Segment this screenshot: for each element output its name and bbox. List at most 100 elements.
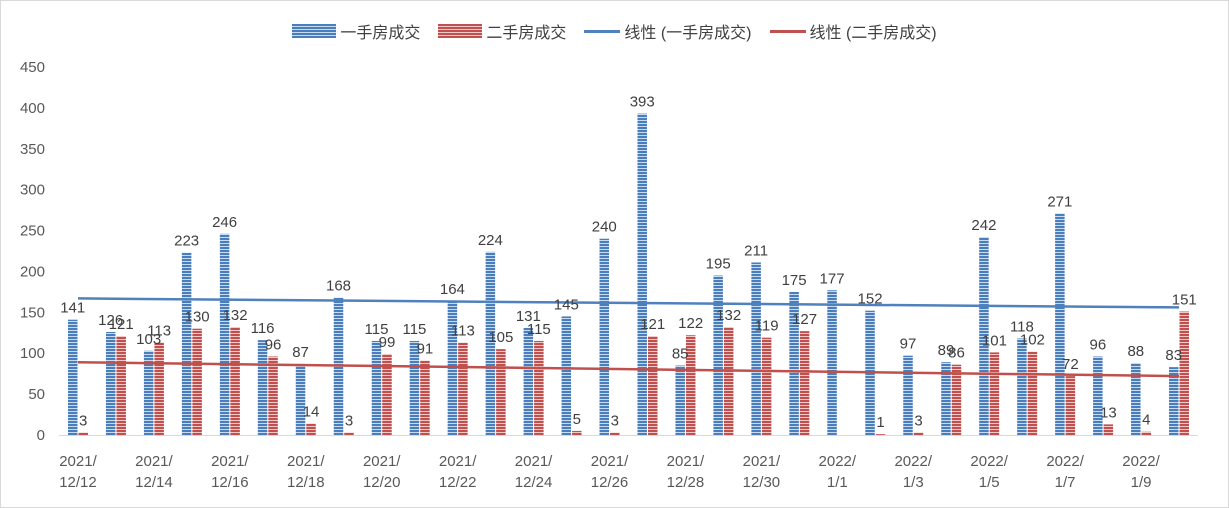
data-label-series-2: 13	[1100, 404, 1117, 421]
bar-series-2	[1103, 424, 1114, 435]
y-tick-label: 400	[20, 100, 45, 117]
x-tick-label: 12/20	[363, 474, 401, 491]
bar-series-1	[789, 291, 799, 435]
bar-series-1	[371, 340, 382, 435]
legend-swatch-series-1	[292, 24, 337, 38]
data-label-series-1: 115	[365, 321, 389, 338]
bar-series-1	[485, 251, 496, 435]
bar-series-1	[409, 340, 420, 435]
data-label-series-1: 145	[554, 296, 579, 313]
bar-series-2	[458, 342, 468, 435]
data-label-series-1: 175	[782, 272, 807, 289]
y-tick-label: 50	[28, 386, 45, 403]
data-label-series-2: 1	[876, 414, 884, 431]
data-label-series-1: 103	[136, 331, 161, 348]
data-label-series-2: 105	[488, 329, 513, 346]
data-label-series-1: 96	[1089, 336, 1106, 353]
data-label-series-1: 168	[326, 278, 351, 295]
trendline-2	[77, 360, 1180, 378]
bar-series-1	[561, 316, 572, 435]
bar-series-1	[295, 363, 306, 435]
bar-series-2	[78, 432, 88, 435]
bar-series-1	[181, 252, 192, 435]
data-label-series-1: 115	[402, 321, 426, 338]
data-label-series-2: 119	[755, 318, 779, 335]
x-tick-label: 2021/	[363, 453, 401, 470]
bar-series-1	[219, 233, 230, 435]
x-tick-label: 2021/	[287, 453, 325, 470]
legend-label-series-2: 二手房成交	[486, 25, 567, 42]
legend-item-trend-1: 线性 (一手房成交)	[584, 19, 752, 43]
bar-series-2	[875, 434, 886, 435]
data-label-series-1: 223	[174, 233, 199, 250]
data-label-series-1: 177	[820, 270, 845, 287]
bar-series-2	[723, 327, 734, 435]
y-tick-label: 0	[37, 427, 45, 444]
data-label-series-2: 3	[611, 413, 619, 430]
bar-series-1	[599, 238, 610, 435]
y-tick-label: 250	[20, 223, 45, 240]
data-label-series-1: 131	[516, 308, 541, 325]
x-tick-label: 12/16	[211, 474, 249, 491]
bar-series-1	[941, 362, 951, 435]
data-label-series-1: 240	[592, 219, 617, 236]
data-label-series-1: 126	[98, 312, 123, 329]
data-label-series-1: 116	[251, 320, 275, 337]
bar-series-2	[685, 335, 696, 435]
bar-series-1	[143, 350, 154, 435]
bar-series-2	[192, 328, 202, 435]
data-label-series-2: 121	[640, 316, 665, 333]
x-tick-label: 1/5	[979, 474, 1000, 491]
legend-item-series-1: 一手房成交	[292, 19, 420, 43]
x-tick-label: 2022/	[1122, 453, 1160, 470]
bar-series-2	[1027, 351, 1038, 435]
bar-series-2	[572, 430, 582, 435]
bar-series-2	[230, 327, 240, 435]
x-tick-label: 12/22	[439, 474, 477, 491]
legend-item-trend-2: 线性 (二手房成交)	[769, 19, 937, 43]
y-tick-label: 200	[20, 263, 45, 280]
x-tick-label: 2021/	[211, 453, 249, 470]
data-label-series-1: 224	[478, 232, 503, 249]
data-label-series-2: 102	[1020, 332, 1045, 349]
x-tick-label: 12/28	[667, 474, 705, 491]
bar-series-2	[1141, 431, 1152, 435]
bar-series-2	[989, 352, 1000, 435]
data-label-series-2: 3	[79, 413, 87, 430]
bar-series-2	[382, 354, 392, 435]
bar-series-1	[1131, 363, 1141, 435]
bar-series-2	[116, 336, 126, 435]
legend-item-series-2: 二手房成交	[438, 19, 566, 43]
bar-series-1	[257, 340, 268, 435]
data-label-series-1: 152	[858, 291, 883, 308]
data-label-series-2: 96	[265, 336, 282, 353]
legend-label-series-1: 一手房成交	[340, 25, 421, 42]
x-tick-label: 2022/	[1046, 453, 1084, 470]
bar-series-1	[675, 365, 685, 435]
y-tick-label: 300	[20, 182, 45, 199]
data-label-series-1: 164	[440, 281, 465, 298]
bar-series-2	[154, 342, 164, 435]
legend-swatch-series-2	[438, 24, 483, 38]
x-tick-label: 12/26	[591, 474, 629, 491]
legend-label-trend-2: 线性 (二手房成交)	[809, 25, 937, 42]
data-label-series-2: 121	[109, 316, 134, 333]
bar-series-2	[1179, 311, 1190, 435]
data-label-series-2: 132	[223, 307, 248, 324]
y-tick-label: 100	[20, 345, 45, 362]
bar-series-2	[761, 337, 772, 435]
data-label-series-2: 72	[1062, 356, 1079, 373]
x-tick-label: 12/24	[515, 474, 553, 491]
data-label-series-2: 113	[147, 323, 171, 340]
trendline-1	[77, 297, 1180, 309]
data-label-series-1: 271	[1047, 193, 1072, 210]
bar-series-1	[1093, 356, 1103, 435]
data-label-series-2: 122	[678, 315, 703, 332]
y-tick-label: 450	[20, 59, 45, 76]
data-label-series-2: 101	[982, 332, 1007, 349]
data-label-series-1: 88	[1127, 343, 1144, 360]
data-label-series-1: 141	[60, 300, 85, 317]
data-label-series-1: 87	[292, 344, 309, 361]
data-label-series-2: 14	[303, 404, 320, 421]
